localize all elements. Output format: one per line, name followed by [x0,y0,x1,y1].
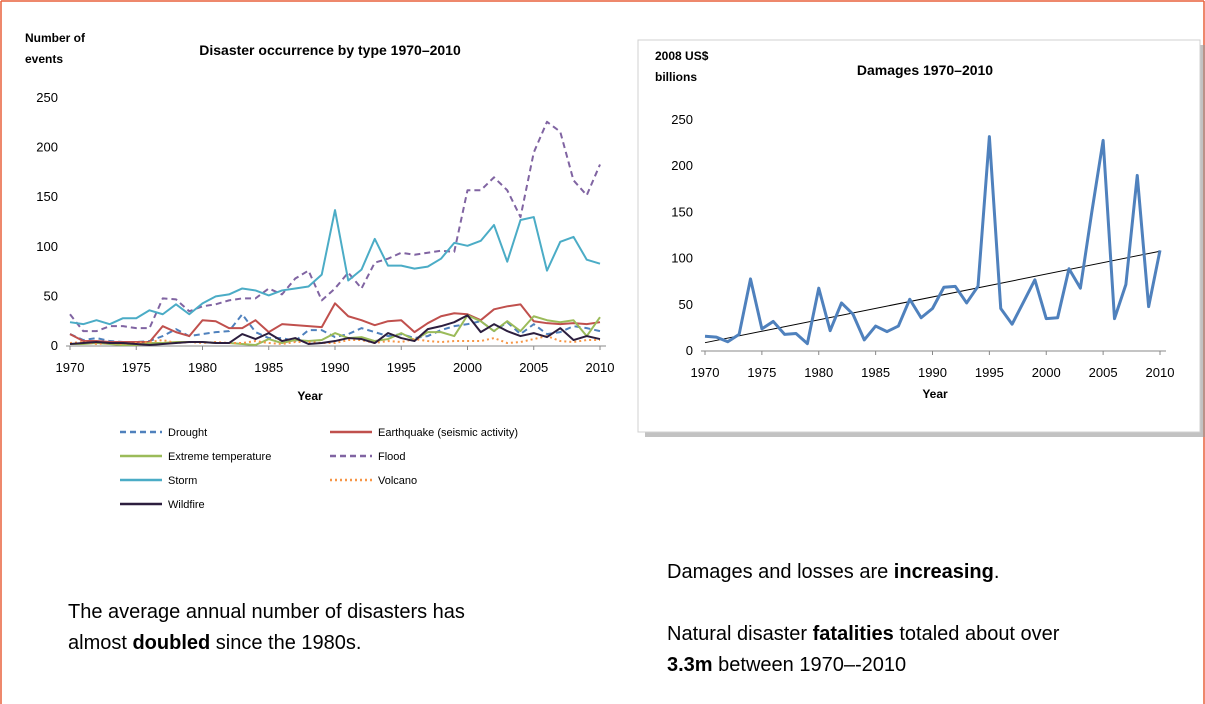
x-tick-label: 2005 [519,360,548,375]
y-axis-label: 2008 US$ [655,49,709,63]
series-line [69,335,600,346]
x-tick-label: 1995 [387,360,416,375]
chart-title: Disaster occurrence by type 1970–2010 [199,42,461,58]
note-text: Natural disaster [667,623,813,645]
y-tick-label: 100 [671,251,693,266]
y-tick-label: 250 [671,112,693,127]
y-axis-label: events [25,52,63,66]
y-axis-label: billions [655,70,697,84]
x-tick-label: 1990 [321,360,350,375]
legend-label: Extreme temperature [168,451,271,463]
note-text: almost [68,632,132,654]
note-text: increasing [894,561,994,583]
y-tick-label: 0 [51,338,58,353]
series-line [69,302,601,344]
x-tick-label: 1970 [691,365,720,380]
x-tick-label: 1980 [188,360,217,375]
x-tick-label: 1975 [747,365,776,380]
y-tick-label: 150 [36,189,58,204]
legend-label: Earthquake (seismic activity) [378,427,518,439]
y-tick-label: 200 [671,158,693,173]
note-text: since the 1980s. [210,632,361,654]
series-line [69,313,601,344]
x-tick-label: 2000 [1032,365,1061,380]
note-text: 3.3m [667,654,713,676]
note-line: almost doubled since the 1980s. [68,632,361,654]
x-tick-label: 2005 [1089,365,1118,380]
chart-title: Damages 1970–2010 [857,62,993,78]
y-tick-label: 150 [671,204,693,219]
note-line: 3.3m between 1970–-2010 [667,654,906,676]
series-line [69,209,601,326]
y-tick-label: 100 [36,239,58,254]
series-line [70,314,601,347]
note-text: between 1970–-2010 [713,654,907,676]
note-line: Damages and losses are increasing. [667,561,999,583]
x-tick-label: 2000 [453,360,482,375]
note-text: The average annual number of disasters h… [68,601,465,623]
legend-label: Storm [168,475,197,487]
x-tick-label: 1995 [975,365,1004,380]
note-text: doubled [132,632,210,654]
legend-label: Volcano [378,475,417,487]
note-line: Natural disaster fatalities totaled abou… [667,623,1060,645]
x-tick-label: 1990 [918,365,947,380]
note-line: The average annual number of disasters h… [68,601,465,623]
y-tick-label: 200 [36,140,58,155]
x-axis-label: Year [922,387,948,401]
note-text: . [994,561,1000,583]
note-text: totaled about over [894,623,1060,645]
x-tick-label: 1985 [861,365,890,380]
legend-label: Drought [168,427,207,439]
legend-label: Wildfire [168,499,205,511]
series-line [704,135,1162,346]
y-tick-label: 250 [36,90,58,105]
y-tick-label: 50 [44,288,58,303]
x-tick-label: 1970 [56,360,85,375]
x-tick-label: 2010 [586,360,615,375]
x-tick-label: 1985 [254,360,283,375]
x-tick-label: 1980 [804,365,833,380]
y-tick-label: 50 [679,297,693,312]
series-line [69,120,601,333]
legend-label: Flood [378,451,406,463]
y-axis-label: Number of [25,31,86,45]
x-axis-label: Year [297,389,323,403]
y-tick-label: 0 [686,343,693,358]
note-text: fatalities [813,623,894,645]
x-tick-label: 1975 [122,360,151,375]
series-line [69,314,601,347]
panel [637,39,1201,433]
x-tick-label: 2010 [1146,365,1175,380]
note-text: Damages and losses are [667,561,894,583]
